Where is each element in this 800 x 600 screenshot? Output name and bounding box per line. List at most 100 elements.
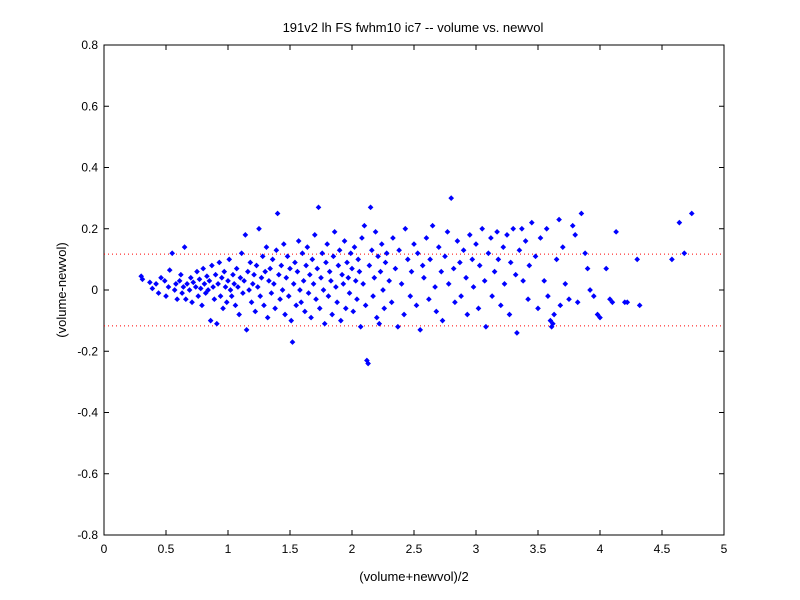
data-point: [272, 305, 278, 312]
data-point: [587, 287, 593, 293]
data-point: [238, 250, 245, 257]
data-point: [450, 265, 457, 272]
data-point: [257, 293, 264, 299]
data-point: [485, 250, 492, 257]
data-point: [624, 299, 631, 306]
data-point: [413, 302, 420, 309]
x-tick-label: 0.5: [158, 542, 175, 556]
data-point: [423, 235, 430, 241]
data-point: [354, 296, 360, 303]
data-point: [166, 267, 173, 273]
data-point: [497, 302, 504, 309]
data-point: [225, 277, 231, 284]
data-point: [274, 210, 281, 217]
data-point: [372, 228, 379, 235]
data-point: [495, 256, 502, 263]
data-point: [240, 290, 246, 296]
data-point: [426, 296, 432, 303]
y-tick-label: 0.8: [81, 38, 98, 52]
data-point: [334, 299, 340, 306]
data-point: [290, 281, 297, 287]
data-point: [356, 268, 363, 275]
data-point: [149, 285, 156, 292]
x-tick-label: 3.5: [530, 542, 547, 556]
data-point: [457, 259, 463, 266]
data-point: [303, 262, 309, 269]
x-axis-label: (volume+newvol)/2: [359, 569, 468, 584]
data-point: [202, 290, 209, 296]
data-point: [351, 244, 358, 250]
data-point: [432, 284, 438, 290]
data-point: [355, 256, 362, 263]
data-point: [256, 225, 262, 232]
x-tick-label: 3: [473, 542, 480, 556]
data-point: [603, 265, 610, 272]
data-point: [466, 232, 473, 238]
data-point: [380, 287, 386, 293]
data-point: [297, 287, 303, 293]
data-point: [634, 256, 641, 263]
data-point: [197, 285, 204, 292]
data-point: [199, 302, 205, 309]
data-point: [147, 279, 153, 286]
data-point: [411, 241, 417, 247]
chart-title: 191v2 lh FS fwhm10 ic7 -- volume vs. new…: [283, 20, 544, 35]
data-point: [352, 277, 359, 284]
scatter-points: [138, 195, 695, 367]
data-point: [236, 311, 242, 318]
data-point: [346, 290, 353, 296]
data-point: [174, 296, 180, 303]
data-point: [139, 276, 146, 283]
data-point: [342, 305, 349, 312]
data-point: [594, 311, 601, 318]
data-point: [532, 253, 539, 260]
data-point: [547, 317, 554, 324]
data-point: [282, 311, 288, 318]
data-point: [347, 250, 354, 257]
data-point: [365, 360, 371, 367]
data-point: [445, 281, 452, 287]
data-point: [321, 320, 328, 327]
data-point: [481, 277, 488, 284]
data-point: [201, 281, 208, 287]
y-tick-label: -0.6: [77, 467, 98, 481]
data-point: [313, 296, 319, 303]
data-point: [292, 259, 298, 266]
data-point: [559, 244, 566, 250]
data-point: [512, 271, 519, 278]
data-point: [326, 268, 333, 275]
data-point: [528, 219, 535, 226]
data-point: [328, 277, 334, 284]
data-point: [184, 281, 190, 287]
data-point: [402, 225, 409, 232]
data-point: [408, 268, 415, 275]
x-tick-label: 5: [721, 542, 728, 556]
data-point: [507, 259, 514, 266]
data-point: [501, 281, 508, 287]
data-point: [206, 277, 213, 284]
data-point: [370, 293, 376, 299]
data-point: [221, 268, 228, 275]
data-point: [241, 277, 247, 284]
data-point: [381, 305, 388, 312]
data-point: [307, 271, 313, 278]
data-point: [262, 268, 269, 275]
data-point: [176, 277, 183, 284]
data-point: [491, 268, 498, 275]
data-point: [304, 244, 311, 250]
data-point: [396, 247, 402, 254]
data-point: [433, 308, 440, 315]
data-point: [454, 238, 461, 244]
data-point: [214, 320, 220, 327]
data-point: [537, 235, 544, 241]
data-point: [688, 210, 695, 217]
data-point: [187, 274, 194, 281]
data-point: [335, 262, 342, 269]
data-point: [171, 287, 178, 293]
data-point: [161, 277, 168, 284]
data-point: [401, 311, 407, 318]
data-point: [504, 232, 510, 238]
data-point: [350, 308, 357, 315]
data-point: [483, 323, 489, 330]
